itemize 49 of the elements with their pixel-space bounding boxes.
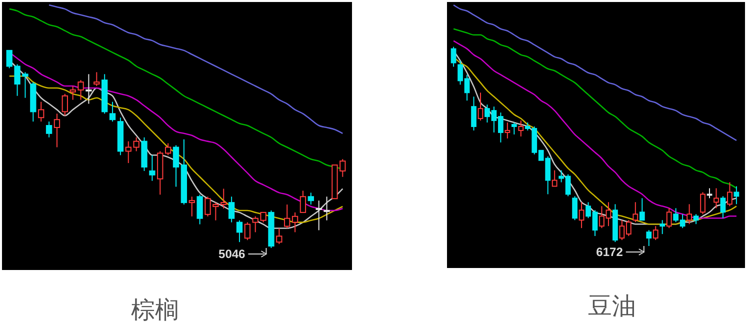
candlestick xyxy=(666,208,672,229)
candlestick xyxy=(727,182,732,207)
candlestick xyxy=(660,220,666,235)
text: 豆油 xyxy=(588,292,636,320)
candlestick xyxy=(196,194,203,225)
candlestick xyxy=(244,222,250,241)
candlestick xyxy=(471,96,476,131)
candlestick xyxy=(164,142,172,156)
candlestick xyxy=(46,121,52,138)
candlestick xyxy=(518,120,524,137)
candlestick xyxy=(86,74,92,104)
candlestick xyxy=(632,202,638,223)
candlestick xyxy=(109,101,116,122)
annotation: 6172 xyxy=(596,245,624,259)
candlestick xyxy=(228,196,235,223)
candlestick xyxy=(236,220,243,243)
candlestick xyxy=(308,192,314,206)
candlestick xyxy=(149,154,156,182)
candlestick xyxy=(316,200,322,231)
candlestick xyxy=(720,196,726,219)
candlestick xyxy=(38,101,44,122)
candlestick xyxy=(552,170,558,187)
text: 棕榈 xyxy=(131,296,179,324)
candlestick xyxy=(276,228,282,245)
candlestick xyxy=(686,204,692,225)
candlestick xyxy=(188,196,195,217)
candlestick xyxy=(292,212,298,233)
candlestick xyxy=(62,93,68,116)
candlestick xyxy=(511,122,517,135)
candlestick xyxy=(300,190,306,213)
candlestick xyxy=(94,72,100,86)
candlestick xyxy=(284,204,290,229)
candlestick xyxy=(54,113,60,148)
candlestick xyxy=(652,226,658,241)
candlestick xyxy=(450,46,456,68)
candlestick xyxy=(714,188,719,209)
candlestick xyxy=(572,196,578,221)
candlestick xyxy=(478,92,484,122)
annotation: 5046 xyxy=(218,247,246,261)
candlestick xyxy=(706,188,712,199)
candlestick xyxy=(734,186,740,205)
candlestick xyxy=(639,198,645,221)
candlestick xyxy=(646,230,652,246)
candlestick xyxy=(693,214,699,225)
candlestick xyxy=(578,202,584,229)
candlestick xyxy=(172,144,180,188)
candlestick xyxy=(324,196,330,221)
candlestick xyxy=(504,122,510,139)
candlestick xyxy=(700,192,706,215)
